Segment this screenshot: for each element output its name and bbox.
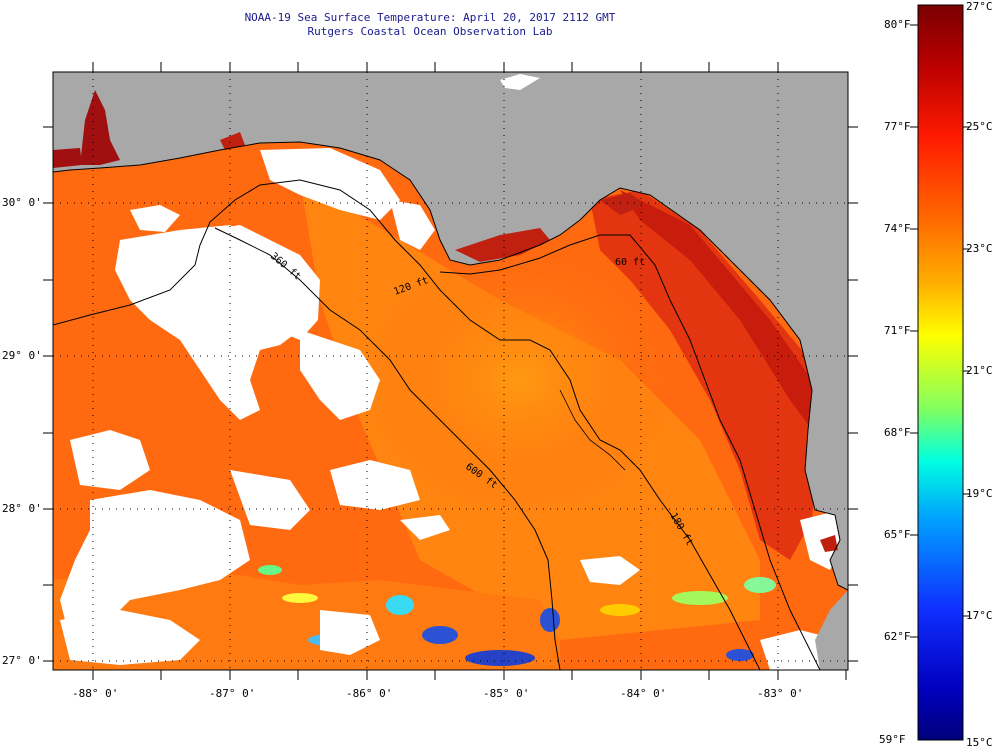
colorbar-f-59: 59°F (879, 733, 906, 746)
lon-label-84: -84° 0' (620, 687, 667, 700)
lon-label-88: -88° 0' (72, 687, 119, 700)
near-shore-hot (620, 190, 812, 430)
contour-label-60ft: 60 ft (615, 257, 645, 268)
colorbar-f-74: 74°F (884, 222, 911, 235)
colorbar-ticks (910, 24, 970, 638)
colorbar-f-62: 62°F (884, 630, 911, 643)
map-frame (52, 71, 849, 671)
axis-ticks (43, 62, 858, 680)
colorbar-f-68: 68°F (884, 426, 911, 439)
lat-label-30: 30° 0' (2, 196, 42, 209)
colorbar-c-21: 21°C (966, 364, 993, 377)
lon-label-86: -86° 0' (346, 687, 393, 700)
colorbar-f-65: 65°F (884, 528, 911, 541)
colorbar-c-25: 25°C (966, 120, 993, 133)
colorbar (917, 4, 964, 741)
map-subtitle: Rutgers Coastal Ocean Observation Lab (307, 25, 553, 38)
land-mass (53, 72, 848, 670)
colorbar-c-23: 23°C (966, 242, 993, 255)
map-title: NOAA-19 Sea Surface Temperature: April 2… (244, 11, 616, 24)
lat-label-29: 29° 0' (2, 349, 42, 362)
map-area (53, 72, 848, 670)
west-florida-shelf-hot (590, 190, 820, 560)
cool-patches (76, 565, 776, 666)
lat-label-27: 27° 0' (2, 654, 42, 667)
colorbar-c-19: 19°C (966, 487, 993, 500)
colorbar-f-77: 77°F (884, 120, 911, 133)
warm-core (360, 240, 680, 520)
lon-label-85: -85° 0' (483, 687, 530, 700)
lat-label-28: 28° 0' (2, 502, 42, 515)
colorbar-f-80: 80°F (884, 18, 911, 31)
lon-label-87: -87° 0' (209, 687, 256, 700)
isobath-contours (53, 179, 821, 670)
colorbar-c-17: 17°C (966, 609, 993, 622)
colorbar-f-71: 71°F (884, 324, 911, 337)
lon-label-83: -83° 0' (757, 687, 804, 700)
colorbar-c-27: 27°C (966, 0, 993, 13)
cloud-cover (60, 148, 845, 670)
coastline (53, 141, 848, 591)
colorbar-c-15: 15°C (966, 736, 993, 749)
